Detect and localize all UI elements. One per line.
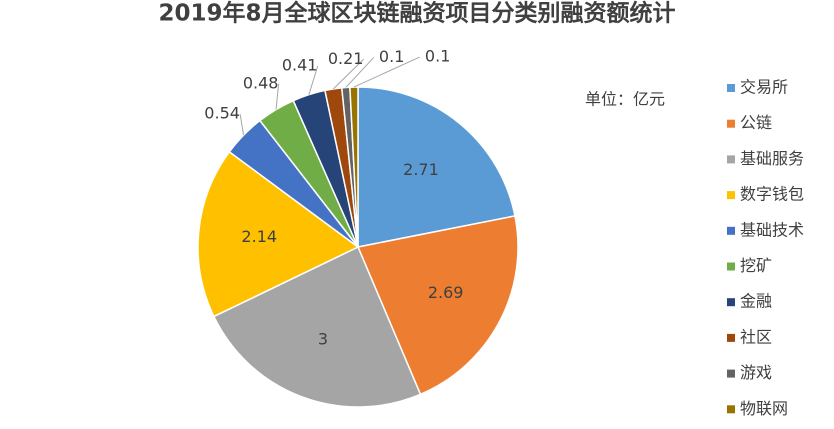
- legend-swatch: [727, 226, 735, 235]
- legend-label: 基础技术: [740, 220, 804, 239]
- leader-line: [239, 114, 245, 136]
- legend-swatch: [727, 298, 735, 307]
- legend-swatch: [727, 119, 735, 128]
- data-label: 0.1: [425, 47, 450, 66]
- pie-slice: [349, 86, 359, 248]
- legend-label: 交易所: [740, 78, 788, 97]
- legend-label: 挖矿: [740, 256, 772, 275]
- legend-label: 游戏: [740, 363, 772, 382]
- leader-line: [353, 56, 420, 88]
- data-label: 0.1: [379, 47, 404, 66]
- legend-swatch: [727, 262, 735, 271]
- legend-swatch: [727, 191, 735, 200]
- legend-label: 数字钱包: [740, 185, 804, 204]
- leader-line: [275, 83, 280, 110]
- leader-line: [308, 66, 319, 95]
- pie-slice: [357, 86, 516, 248]
- legend-label: 公链: [740, 113, 772, 132]
- data-label: 3: [318, 329, 328, 348]
- chart-title: 2019年8月全球区块链融资项目分类别融资额统计: [158, 0, 675, 27]
- data-label: 2.69: [428, 283, 464, 302]
- legend-label: 物联网: [740, 399, 788, 418]
- legend-label: 金融: [740, 292, 772, 311]
- data-label: 0.21: [328, 49, 364, 68]
- pie-slice: [212, 245, 422, 408]
- legend-swatch: [727, 333, 735, 342]
- legend-swatch: [727, 405, 735, 414]
- pie-slice: [197, 150, 360, 318]
- data-label: 2.14: [241, 227, 277, 246]
- unit-label: 单位：亿元: [585, 90, 665, 109]
- data-label: 0.54: [204, 104, 240, 123]
- legend-label: 社区: [740, 327, 772, 346]
- legend-swatch: [727, 155, 735, 164]
- leader-line: [345, 57, 375, 88]
- data-label: 0.41: [282, 56, 318, 75]
- legend-swatch: [727, 84, 735, 92]
- legend-swatch: [727, 369, 735, 378]
- data-label: 0.48: [243, 73, 279, 92]
- pie-slice: [356, 215, 519, 396]
- data-label: 2.71: [403, 160, 439, 179]
- legend-label: 基础服务: [740, 149, 804, 168]
- leader-line: [332, 58, 365, 90]
